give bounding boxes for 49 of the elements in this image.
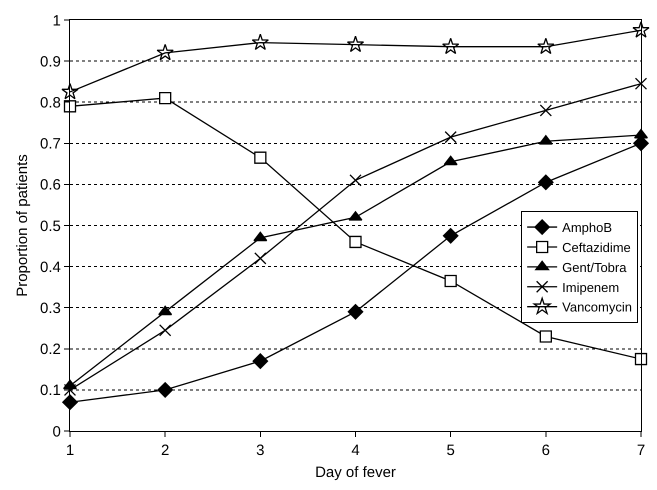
y-tick-label: 0.6 [40,176,61,194]
point [442,228,458,244]
point [349,174,362,186]
y-tick-label: 0.4 [40,258,61,276]
y-tick-label: 0.7 [40,136,61,153]
point [634,78,648,90]
point [156,44,174,60]
point [254,152,266,164]
x-tick-label: 1 [66,442,74,460]
point [540,330,552,343]
x-tick-label: 6 [542,442,550,460]
point [254,252,266,265]
legend-label: Imipenem [562,280,620,295]
x-tick-label: 2 [161,442,170,460]
point [252,34,269,50]
y-tick-label: 0.9 [40,53,61,70]
point [632,21,650,38]
point [540,104,552,117]
x-tick-label: 3 [256,442,264,460]
y-tick-label: 1 [52,12,61,30]
point [349,236,362,248]
point [538,174,554,190]
point [159,324,172,336]
point [537,38,554,54]
point [252,353,268,369]
point [346,36,364,52]
y-tick-label: 0.1 [40,382,61,400]
point [157,382,173,398]
y-tick-label: 0 [52,423,61,440]
point [444,274,457,288]
legend-label: AmphoB [562,220,612,236]
point [61,82,79,100]
y-tick-label: 0.8 [40,94,61,112]
x-tick-label: 5 [446,442,455,460]
legend-label: Vancomycin [562,300,632,315]
y-tick-label: 0.3 [40,300,61,317]
point [442,38,460,54]
legend-label: Gent/Tobra [562,260,628,275]
legend-label: Ceftazidime [562,240,631,256]
x-tick-label: 7 [636,442,646,460]
point [444,130,457,144]
x-axis-title: Day of fever [315,464,396,482]
y-tick-label: 0.5 [40,218,61,235]
y-axis-title: Proportion of patients [14,154,32,297]
x-tick-label: 4 [351,442,360,460]
y-tick-label: 0.2 [40,341,61,358]
point [348,304,364,320]
point [159,92,172,104]
point [348,211,362,221]
